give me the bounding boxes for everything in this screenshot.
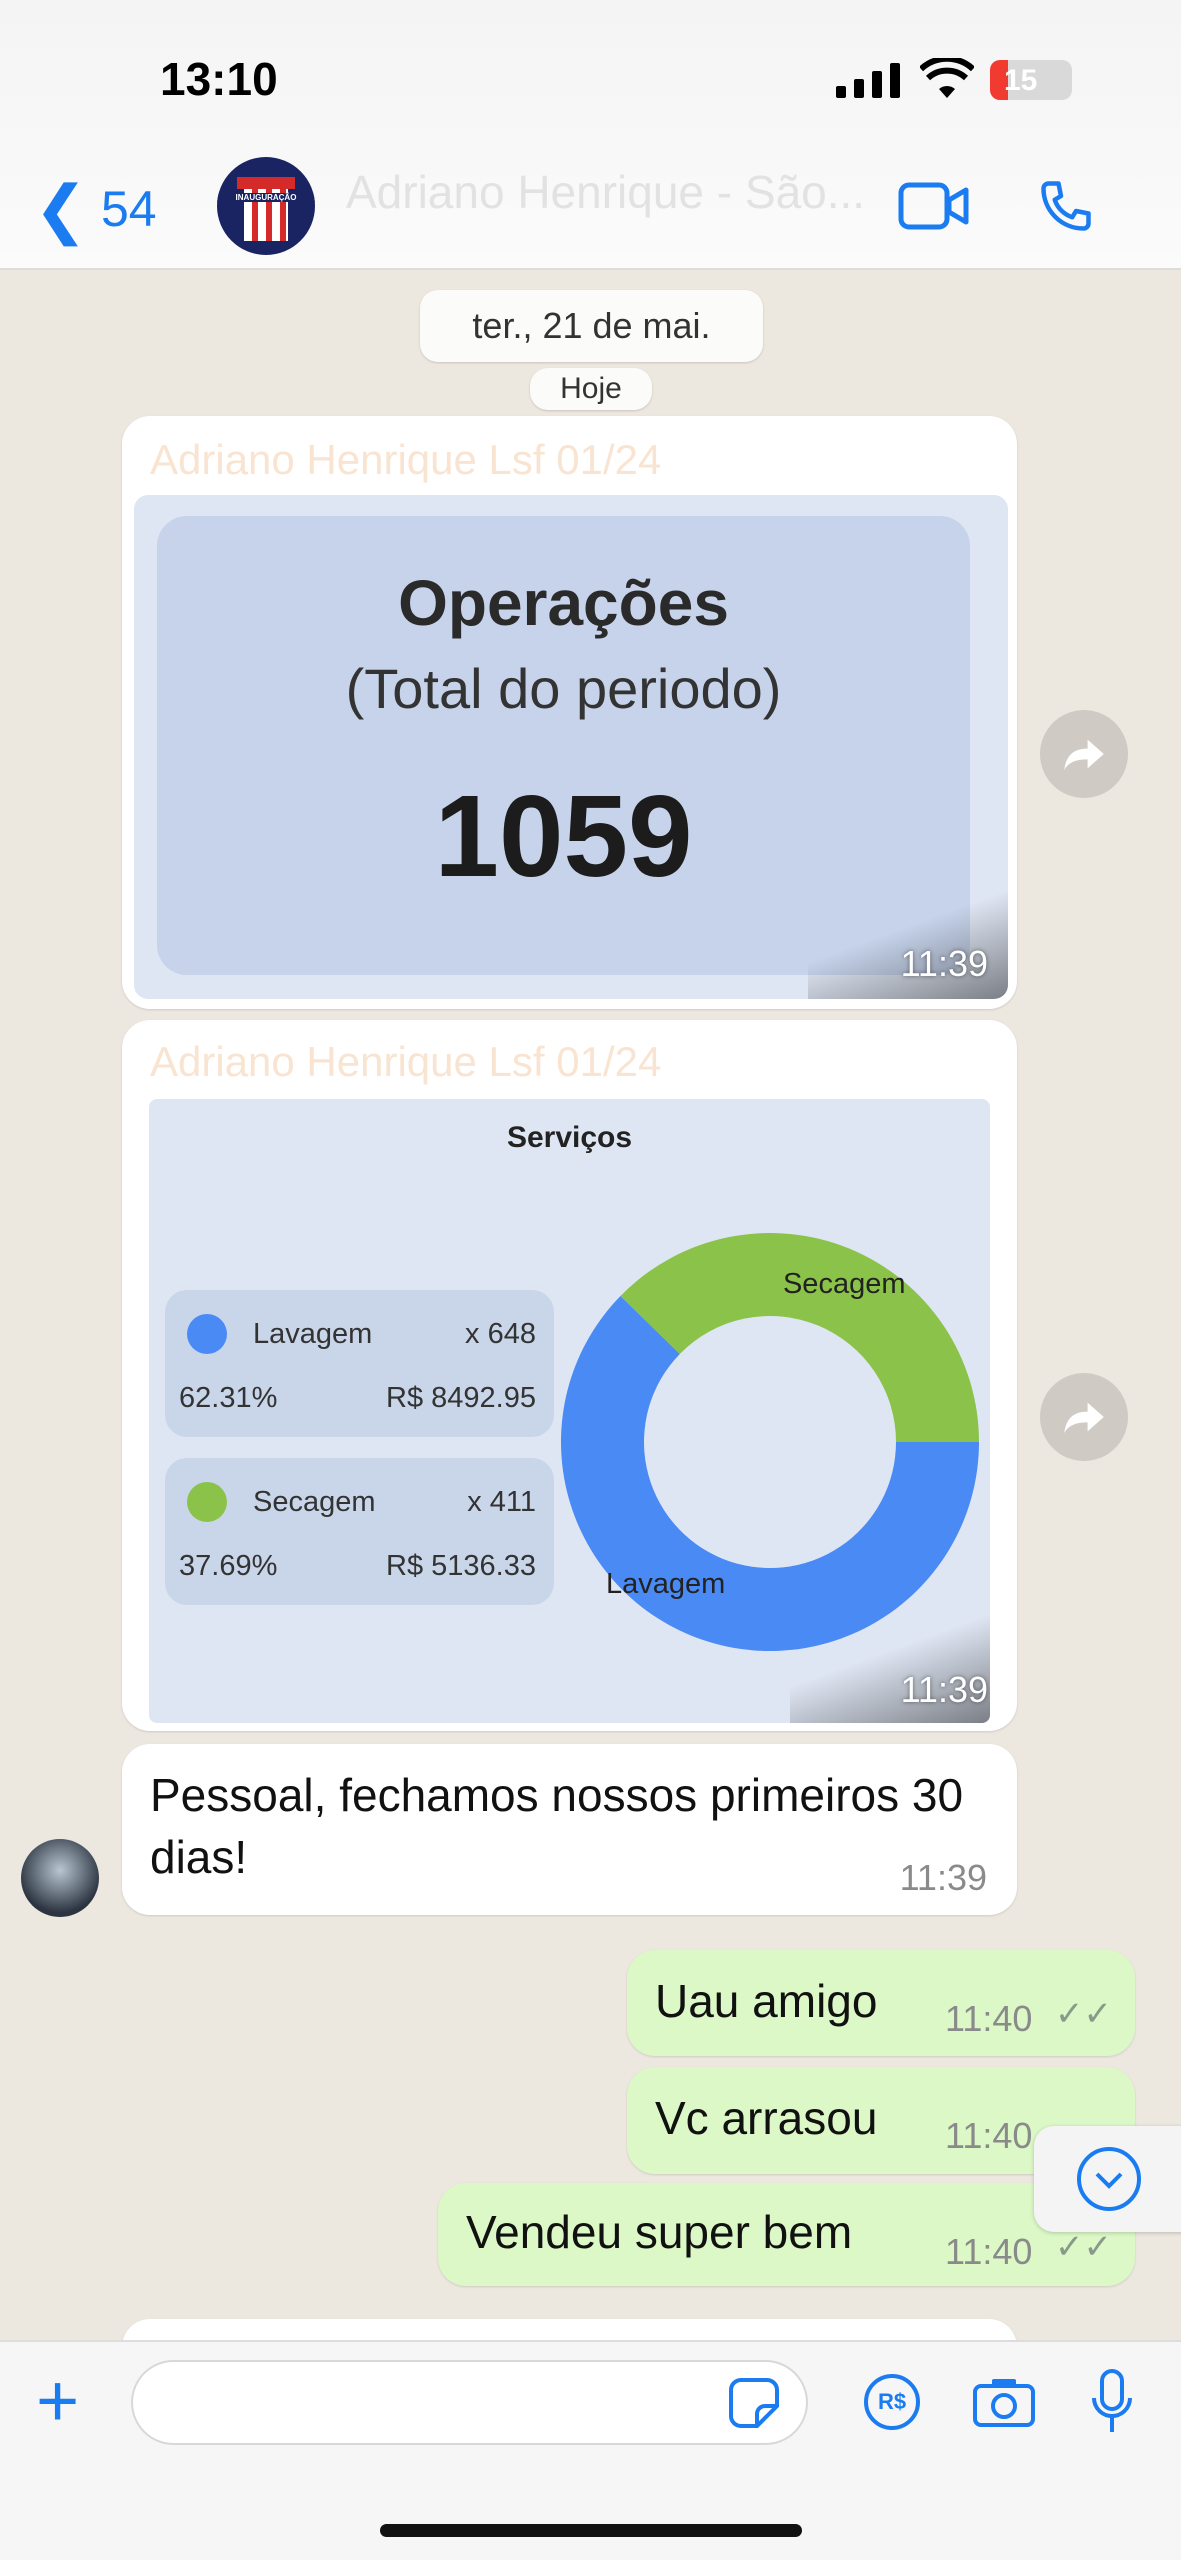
chevron-down-circle-icon <box>1077 2147 1141 2211</box>
message-bubble-operations[interactable]: Adriano Henrique Lsf 01/24 Operações (To… <box>122 416 1017 1009</box>
payment-icon[interactable]: R$ <box>864 2374 920 2430</box>
scroll-to-bottom-button[interactable] <box>1034 2126 1181 2232</box>
forward-button[interactable] <box>1040 710 1128 798</box>
status-time: 13:10 <box>160 53 278 105</box>
donut-slice-lavagem <box>561 1295 979 1651</box>
sender-name: Adriano Henrique Lsf 01/24 <box>150 1038 662 1085</box>
group-avatar[interactable]: INAUGURAÇÃO <box>217 157 315 255</box>
outgoing-message[interactable]: Vendeu super bem 11:40 ✓✓ <box>438 2183 1135 2286</box>
legend-dot-icon <box>187 1482 227 1522</box>
message-time: 11:40 <box>945 2231 1033 2272</box>
sender-name: Adriano Henrique Lsf 01/24 <box>150 436 662 483</box>
forward-button[interactable] <box>1040 1373 1128 1461</box>
legend-percent: 62.31% <box>179 1382 278 1414</box>
services-chart-image[interactable]: Serviços Lavagem x 648 62.31% R$ 8492.95… <box>149 1099 990 1723</box>
read-receipt-icon: ✓✓ <box>1055 1995 1112 2033</box>
donut-chart: Lavagem Secagem <box>561 1233 979 1651</box>
message-text: Pessoal, fechamos nossos primeiros 30 di… <box>150 1769 964 1883</box>
legend-percent: 37.69% <box>179 1550 278 1582</box>
donut-label-secagem: Secagem <box>783 1268 906 1300</box>
legend-label: Lavagem <box>253 1318 373 1350</box>
back-chevron-icon[interactable]: ❮ <box>34 173 88 245</box>
date-pill: ter., 21 de mai. <box>420 290 763 362</box>
operations-image[interactable]: Operações (Total do periodo) 1059 11:39 <box>134 495 1008 999</box>
home-indicator <box>380 2524 802 2537</box>
card-subtitle: (Total do periodo) <box>345 657 782 720</box>
signal-icon <box>836 62 906 103</box>
back-count[interactable]: 54 <box>101 181 157 237</box>
message-time: 11:40 <box>945 1998 1033 2039</box>
avatar-label: INAUGURAÇÃO <box>217 193 315 202</box>
chart-title: Serviços <box>506 1121 633 1154</box>
message-time: 11:39 <box>899 1857 987 1898</box>
forward-icon <box>1064 739 1104 771</box>
forward-icon <box>1064 1402 1104 1434</box>
message-time: 11:40 <box>945 2115 1033 2156</box>
wifi-icon <box>918 55 976 105</box>
outgoing-message[interactable]: Vc arrasou 11:40 <box>627 2067 1135 2174</box>
card-value: 1059 <box>434 771 693 901</box>
sticker-icon[interactable] <box>727 2376 781 2435</box>
message-text: Vc arrasou <box>655 2092 878 2144</box>
plus-icon[interactable]: + <box>36 2359 80 2442</box>
battery-level: 15 <box>1004 64 1038 97</box>
legend-count: x 411 <box>467 1486 536 1518</box>
operations-card: Operações (Total do periodo) 1059 <box>157 516 970 975</box>
message-text: Uau amigo <box>655 1975 878 2027</box>
sender-avatar[interactable] <box>21 1839 99 1917</box>
donut-slice-secagem <box>620 1233 979 1442</box>
camera-icon[interactable] <box>972 2376 1036 2433</box>
legend-revenue: R$ 8492.95 <box>386 1382 536 1414</box>
outgoing-message[interactable]: Uau amigo 11:40 ✓✓ <box>627 1950 1135 2056</box>
message-bubble-services-chart[interactable]: Adriano Henrique Lsf 01/24 Serviços Lava… <box>122 1020 1017 1731</box>
message-time: 11:39 <box>900 1669 988 1710</box>
battery-icon: 15 <box>990 60 1072 100</box>
message-time: 11:39 <box>900 943 988 984</box>
legend-revenue: R$ 5136.33 <box>386 1550 536 1582</box>
legend-count: x 648 <box>465 1318 536 1350</box>
card-title: Operações <box>398 567 729 639</box>
message-input[interactable] <box>131 2360 808 2445</box>
donut-label-lavagem: Lavagem <box>606 1568 725 1600</box>
legend-label: Secagem <box>253 1486 376 1518</box>
legend-item-lavagem: Lavagem x 648 62.31% R$ 8492.95 <box>165 1290 554 1437</box>
chat-title[interactable]: Adriano Henrique - São... <box>346 166 866 218</box>
legend-dot-icon <box>187 1314 227 1354</box>
chat-header <box>0 0 1181 270</box>
legend-item-secagem: Secagem x 411 37.69% R$ 5136.33 <box>165 1458 554 1605</box>
today-pill: Hoje <box>530 368 652 410</box>
microphone-icon[interactable] <box>1090 2368 1134 2441</box>
message-bubble-text[interactable]: Pessoal, fechamos nossos primeiros 30 di… <box>122 1744 1017 1915</box>
video-call-icon[interactable] <box>898 182 970 235</box>
phone-call-icon[interactable] <box>1036 176 1096 241</box>
message-text: Vendeu super bem <box>466 2206 853 2258</box>
read-receipt-icon: ✓✓ <box>1055 2228 1112 2266</box>
